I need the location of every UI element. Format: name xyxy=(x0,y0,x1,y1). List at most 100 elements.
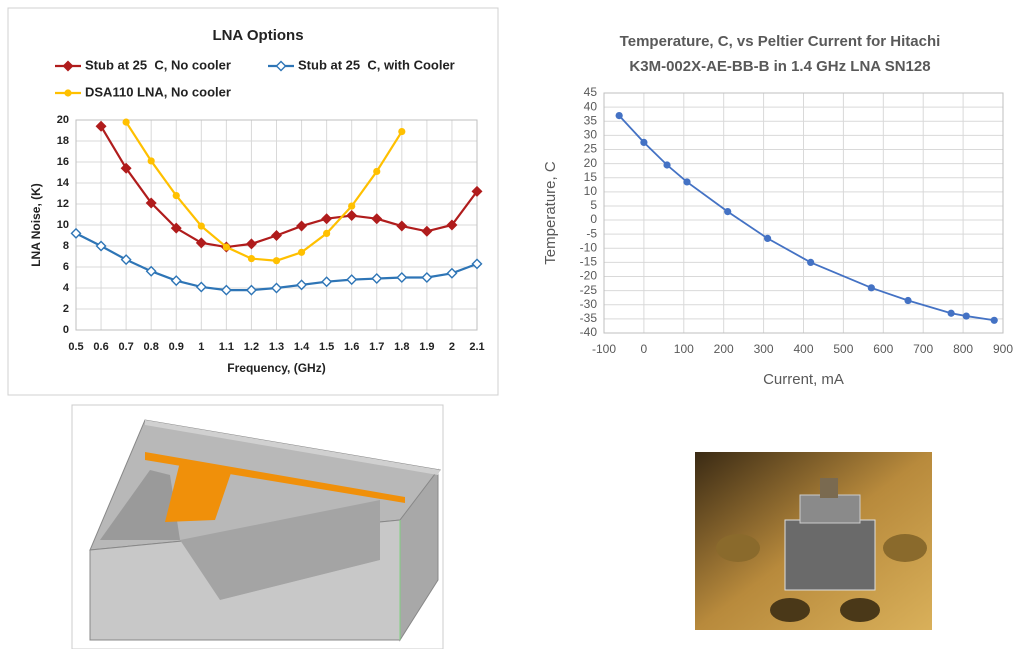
point xyxy=(172,192,180,200)
point xyxy=(70,227,82,239)
point xyxy=(245,238,257,250)
point xyxy=(371,213,383,225)
y-tick-label: 5 xyxy=(590,198,597,212)
y-tick-label: 6 xyxy=(63,261,69,273)
point xyxy=(95,120,107,132)
y-tick-label: 8 xyxy=(63,240,69,252)
series-line xyxy=(100,125,478,249)
legend-label: Stub at 25 C, No cooler xyxy=(85,57,231,72)
point xyxy=(170,275,182,287)
y-tick-label: 25 xyxy=(584,142,598,156)
x-tick-label: 1.3 xyxy=(269,341,284,353)
point xyxy=(348,202,356,210)
y-tick-label: -20 xyxy=(580,269,598,283)
x-tick-label: -100 xyxy=(592,342,616,356)
y-tick-label: 45 xyxy=(584,85,598,99)
x-tick-label: 100 xyxy=(674,342,694,356)
point xyxy=(170,222,182,234)
point xyxy=(615,111,623,120)
y-tick-label: 40 xyxy=(584,99,598,113)
y-tick-label: -30 xyxy=(580,297,598,311)
x-tick-label: 0.8 xyxy=(144,341,159,353)
series-line xyxy=(618,114,995,322)
point xyxy=(321,276,333,288)
point xyxy=(321,213,333,225)
x-tick-label: 1.6 xyxy=(344,341,359,353)
point xyxy=(683,178,691,186)
point xyxy=(245,284,257,296)
point xyxy=(807,258,815,267)
point xyxy=(446,267,458,279)
point xyxy=(147,157,155,165)
x-tick-label: 1.9 xyxy=(419,341,434,353)
x-axis-label: Current, mA xyxy=(763,371,844,388)
point xyxy=(296,220,308,232)
y-tick-label: -25 xyxy=(580,283,598,297)
y-tick-label: -35 xyxy=(580,311,598,325)
x-tick-label: 1.2 xyxy=(244,341,259,353)
x-tick-label: 900 xyxy=(993,342,1013,356)
y-axis-label: LNA Noise, (K) xyxy=(29,183,43,267)
point xyxy=(724,207,732,216)
point xyxy=(222,243,230,251)
x-tick-label: 0.9 xyxy=(169,341,184,353)
y-tick-label: -10 xyxy=(580,240,598,254)
point xyxy=(371,273,383,285)
point xyxy=(296,279,308,291)
point xyxy=(323,229,331,237)
y-tick-label: 0 xyxy=(63,324,69,336)
x-tick-label: 800 xyxy=(953,342,973,356)
point xyxy=(396,272,408,283)
x-tick-label: 1.4 xyxy=(294,341,310,353)
chart-title: Temperature, C, vs Peltier Current for H… xyxy=(620,33,941,50)
x-tick-label: 700 xyxy=(913,342,933,356)
legend-marker xyxy=(64,89,72,97)
point xyxy=(640,138,648,147)
point xyxy=(145,265,157,277)
y-tick-label: 15 xyxy=(584,170,598,184)
point xyxy=(346,210,358,222)
point xyxy=(195,281,207,293)
y-tick-label: 20 xyxy=(584,156,598,170)
y-tick-label: -40 xyxy=(580,325,598,339)
point xyxy=(297,248,306,256)
x-tick-label: 1.1 xyxy=(219,341,234,353)
point xyxy=(990,316,998,324)
x-tick-label: 2.1 xyxy=(469,341,484,353)
plot-border xyxy=(603,92,1004,334)
y-tick-label: -15 xyxy=(580,255,598,269)
point xyxy=(962,312,970,320)
x-tick-label: 1 xyxy=(198,341,204,353)
y-tick-label: 4 xyxy=(63,282,70,294)
point xyxy=(220,284,232,296)
point xyxy=(197,222,205,230)
x-tick-label: 0.6 xyxy=(93,341,108,353)
x-tick-label: 2 xyxy=(449,341,455,353)
chart-title: K3M-002X-AE-BB-B in 1.4 GHz LNA SN128 xyxy=(629,58,930,75)
photo xyxy=(695,452,932,630)
y-tick-label: 12 xyxy=(57,198,69,210)
y-tick-label: 20 xyxy=(57,114,69,126)
y-tick-label: 30 xyxy=(584,128,598,142)
x-tick-label: 1.5 xyxy=(319,341,334,353)
y-tick-label: -5 xyxy=(586,226,597,240)
y-tick-label: 35 xyxy=(584,113,598,127)
model-render xyxy=(71,404,444,649)
y-tick-label: 14 xyxy=(57,177,70,189)
point xyxy=(471,185,483,197)
chart-title: LNA Options xyxy=(212,27,303,44)
x-tick-label: 600 xyxy=(873,342,893,356)
point xyxy=(373,167,381,176)
point xyxy=(195,237,207,249)
x-tick-label: 0 xyxy=(641,342,648,356)
y-tick-label: 10 xyxy=(584,184,598,198)
x-tick-label: 0.7 xyxy=(118,341,133,353)
x-axis-label: Frequency, (GHz) xyxy=(227,361,325,375)
point xyxy=(271,230,282,241)
series-line xyxy=(125,121,403,262)
point xyxy=(95,240,107,252)
point xyxy=(663,161,671,169)
y-tick-label: 18 xyxy=(57,135,69,147)
x-tick-label: 0.5 xyxy=(68,341,83,353)
